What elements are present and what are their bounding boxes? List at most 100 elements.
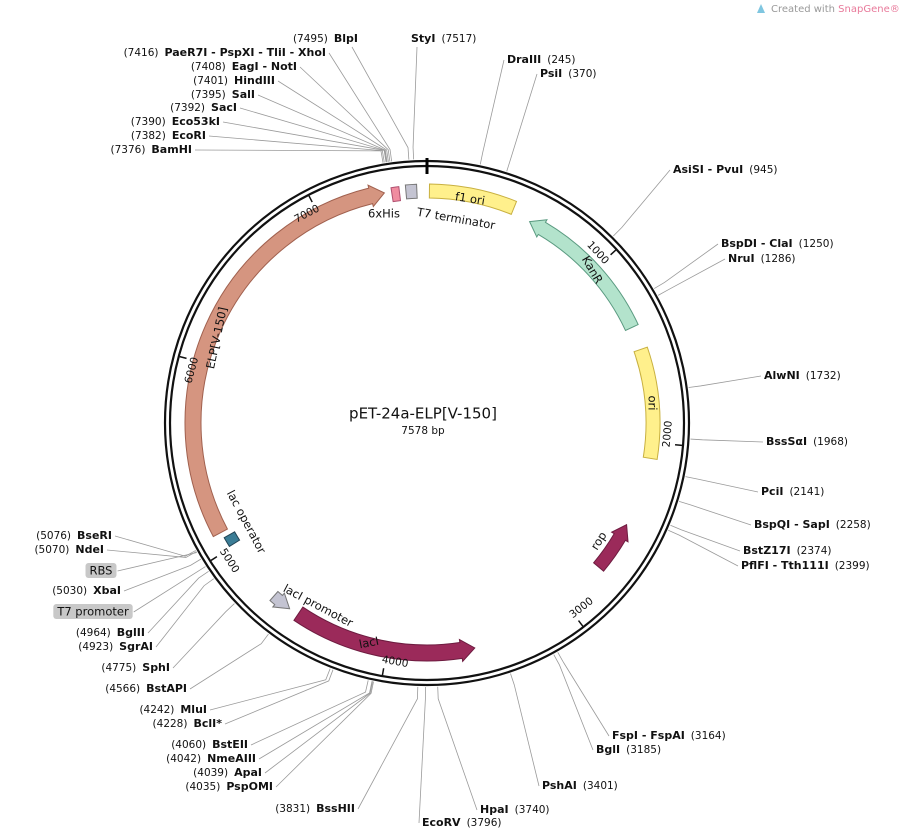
site-position: (370) xyxy=(568,68,596,80)
site-name: HpaI xyxy=(480,803,509,816)
site-name: SphI xyxy=(142,661,170,674)
site-position: (5070) xyxy=(34,544,69,556)
leader-line xyxy=(553,654,594,751)
site-name: SgrAI xyxy=(119,640,153,653)
site-position: (7401) xyxy=(193,75,228,87)
site-position: (4039) xyxy=(193,767,228,779)
leader-line xyxy=(189,633,269,690)
site-position: (3831) xyxy=(275,803,310,815)
site-name: BspQI - SapI xyxy=(754,518,830,531)
leader-line xyxy=(117,552,198,572)
site-position: (7376) xyxy=(111,144,146,156)
leader-line xyxy=(155,578,215,648)
leader-line xyxy=(685,476,759,493)
tick-mark xyxy=(674,444,683,447)
site-name: BclI* xyxy=(193,717,222,730)
site-position: (1732) xyxy=(806,370,841,382)
leader-line xyxy=(147,570,209,634)
site-position: (4566) xyxy=(105,683,140,695)
feature-arc xyxy=(390,186,402,203)
credit-brand: SnapGene® xyxy=(838,4,899,15)
leader-line xyxy=(250,680,369,746)
site-name: BspDI - ClaI xyxy=(721,237,793,250)
site-position: (5076) xyxy=(36,530,71,542)
feature-label: ori xyxy=(646,396,660,411)
site-position: (7392) xyxy=(170,102,205,114)
leader-line xyxy=(208,135,385,163)
tick-mark xyxy=(381,668,385,676)
leader-line xyxy=(209,668,331,711)
site-name: HindIII xyxy=(234,74,275,87)
feature-arc xyxy=(293,606,476,663)
feature-box xyxy=(85,563,117,578)
site-name: NdeI xyxy=(75,543,104,556)
leader-line xyxy=(678,500,752,526)
site-name: PflFI - Tth111I xyxy=(741,559,829,572)
feature-arc xyxy=(528,219,639,332)
site-position: (945) xyxy=(749,164,777,176)
leader-line xyxy=(275,681,374,788)
site-name: BlpI xyxy=(334,32,358,45)
leader-line xyxy=(299,66,391,162)
site-position: (4775) xyxy=(101,662,136,674)
site-position: (2141) xyxy=(789,486,824,498)
leader-line xyxy=(657,258,726,296)
leader-line xyxy=(357,686,419,810)
tick-label: 3000 xyxy=(567,595,596,621)
feature-label: 6xHis xyxy=(368,207,400,221)
site-position: (7408) xyxy=(191,61,226,73)
site-name: SacI xyxy=(211,101,237,114)
site-position: (3185) xyxy=(626,744,661,756)
feature-arc xyxy=(592,523,629,572)
site-position: (3401) xyxy=(583,780,618,792)
leader-line xyxy=(172,603,235,669)
site-position: (7390) xyxy=(131,116,166,128)
site-name: EcoRV xyxy=(422,816,461,829)
backbone-inner xyxy=(168,164,686,682)
site-position: (4923) xyxy=(78,641,113,653)
length: 7578 xyxy=(401,425,428,437)
leader-line xyxy=(418,686,426,824)
site-name: PaeR7I - PspXI - TliI - XhoI xyxy=(164,46,326,59)
backbone-outer xyxy=(163,159,691,687)
feature-arc xyxy=(269,590,291,610)
leader-line xyxy=(194,149,384,163)
leader-line xyxy=(224,669,334,725)
leader-line xyxy=(690,438,764,443)
leader-line xyxy=(688,375,762,388)
site-name: BstEII xyxy=(212,738,248,751)
site-name: PsiI xyxy=(540,67,562,80)
leader-line xyxy=(670,524,741,552)
site-name: XbaI xyxy=(93,584,121,597)
site-position: (2399) xyxy=(835,560,870,572)
site-name: BssHII xyxy=(316,802,355,815)
feature-arc xyxy=(223,531,241,548)
credit-icon xyxy=(757,4,765,13)
plasmid-name: pET-24a-ELP[V-150] xyxy=(349,405,497,423)
site-position: (245) xyxy=(547,54,575,66)
site-name: MluI xyxy=(180,703,207,716)
site-position: (4242) xyxy=(139,704,174,716)
leader-line xyxy=(351,46,410,160)
feature-label: f1 ori xyxy=(454,189,486,208)
site-position: (3740) xyxy=(515,804,550,816)
leader-line xyxy=(510,673,540,787)
leader-line xyxy=(653,243,719,289)
site-name: PciI xyxy=(761,485,783,498)
site-name: SalI xyxy=(232,88,255,101)
site-position: (7517) xyxy=(441,33,476,45)
site-name: StyI xyxy=(411,32,435,45)
leader-line xyxy=(114,535,196,557)
site-name: BglII xyxy=(117,626,145,639)
site-name: FspI - FspAI xyxy=(612,729,685,742)
tick-mark xyxy=(308,195,313,203)
feature-arc xyxy=(633,346,661,461)
site-name: AlwNI xyxy=(764,369,800,382)
site-name: BseRI xyxy=(77,529,112,542)
credit-text: Created with SnapGene® xyxy=(771,4,899,15)
feature-label: T7 promoter xyxy=(56,605,129,619)
site-position: (3164) xyxy=(691,730,726,742)
tick-mark xyxy=(610,249,617,256)
site-position: (4035) xyxy=(185,781,220,793)
